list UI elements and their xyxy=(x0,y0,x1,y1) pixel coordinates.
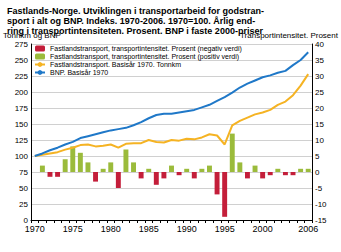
svg-text:Fastlands-Norge. Utviklingen i: Fastlands-Norge. Utviklingen i transport… xyxy=(7,6,264,16)
svg-text:-10: -10 xyxy=(315,200,327,209)
svg-text:-5: -5 xyxy=(315,184,323,193)
svg-text:1975: 1975 xyxy=(63,224,83,234)
svg-text:Fastlandstransport, transporti: Fastlandstransport, transportintensitet.… xyxy=(50,53,239,61)
svg-text:1980: 1980 xyxy=(101,224,121,234)
svg-text:100: 100 xyxy=(15,152,29,161)
svg-text:200: 200 xyxy=(15,88,29,97)
svg-text:75: 75 xyxy=(19,168,28,177)
svg-text:sport i alt og BNP. Indeks. 19: sport i alt og BNP. Indeks. 1970-2006. 1… xyxy=(7,16,255,26)
svg-text:BNP. Basisår 1970: BNP. Basisår 1970 xyxy=(50,69,108,76)
svg-text:35: 35 xyxy=(315,56,324,65)
svg-text:20: 20 xyxy=(315,104,324,113)
svg-text:250: 250 xyxy=(15,56,29,65)
svg-text:25: 25 xyxy=(315,88,324,97)
svg-text:Fastlandstransport. Basisår 19: Fastlandstransport. Basisår 1970. Tonnkm xyxy=(50,61,181,69)
svg-text:150: 150 xyxy=(15,120,29,129)
svg-text:175: 175 xyxy=(15,104,29,113)
svg-text:10: 10 xyxy=(315,136,324,145)
svg-text:15: 15 xyxy=(315,120,324,129)
svg-text:1990: 1990 xyxy=(177,224,197,234)
svg-text:25: 25 xyxy=(19,200,28,209)
svg-text:0: 0 xyxy=(23,215,28,225)
svg-text:2000: 2000 xyxy=(253,224,273,234)
svg-text:1970: 1970 xyxy=(25,224,45,234)
svg-text:5: 5 xyxy=(315,152,320,161)
svg-text:-15: -15 xyxy=(315,215,327,225)
svg-text:1995: 1995 xyxy=(215,224,235,234)
svg-text:ring i transportintensiteten.: ring i transportintensiteten. Prosent. B… xyxy=(7,26,263,36)
svg-text:225: 225 xyxy=(15,72,29,81)
svg-text:40: 40 xyxy=(315,40,324,49)
svg-text:125: 125 xyxy=(15,136,29,145)
svg-text:Transportintensitet. Prosent: Transportintensitet. Prosent xyxy=(240,30,338,40)
svg-text:Fastlandstransport, transporti: Fastlandstransport, transportintensitet.… xyxy=(50,45,242,53)
svg-text:0: 0 xyxy=(315,168,320,177)
svg-text:30: 30 xyxy=(315,72,324,81)
svg-text:275: 275 xyxy=(15,40,29,49)
svg-text:50: 50 xyxy=(19,184,28,193)
svg-text:2006: 2006 xyxy=(298,224,318,234)
svg-text:1985: 1985 xyxy=(139,224,159,234)
